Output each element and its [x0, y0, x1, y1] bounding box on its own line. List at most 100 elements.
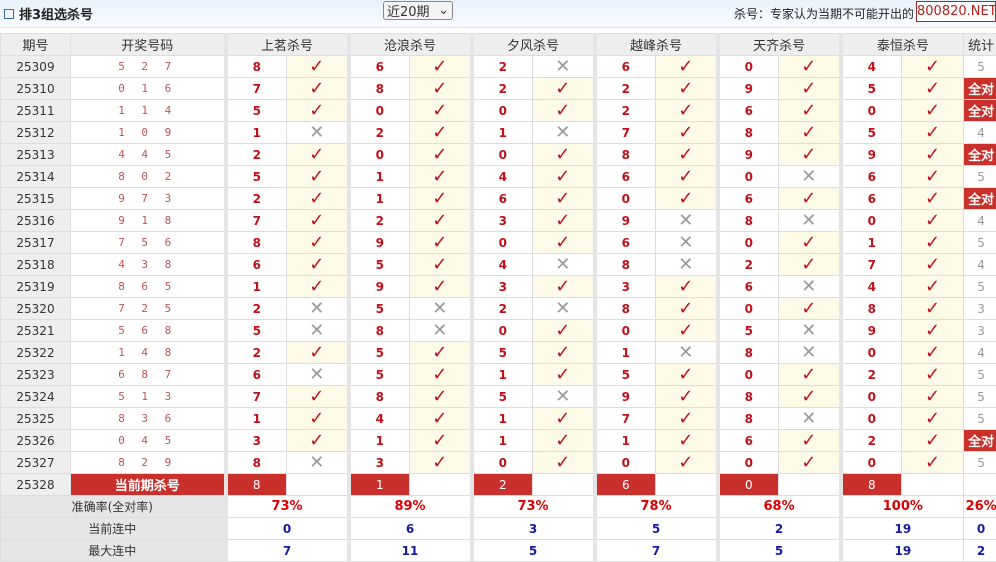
kill-number-cell: 0 — [472, 100, 533, 122]
empty-cell — [410, 474, 472, 496]
kill-number-cell: 2 — [226, 188, 287, 210]
draw-number-cell: 4 4 5 — [71, 144, 226, 166]
kill-number-cell: 2 — [226, 298, 287, 320]
kill-number-cell: 1 — [226, 408, 287, 430]
draw-number-cell: 4 3 8 — [71, 254, 226, 276]
empty-cell — [287, 474, 349, 496]
period-cell: 25309 — [1, 56, 71, 78]
check-icon: ✓ — [902, 210, 964, 232]
header-expert: 上茗杀号 — [226, 34, 349, 56]
kill-number-cell: 6 — [472, 188, 533, 210]
kill-number-cell: 0 — [718, 166, 779, 188]
kill-number-cell: 3 — [472, 210, 533, 232]
cross-icon: ✕ — [779, 408, 841, 430]
kill-number-cell: 0 — [349, 144, 410, 166]
draw-number-cell: 8 0 2 — [71, 166, 226, 188]
kill-number-cell: 8 — [226, 232, 287, 254]
cross-icon: ✕ — [779, 210, 841, 232]
table-header: 期号开奖号码上茗杀号沧浪杀号夕风杀号越峰杀号天齐杀号泰恒杀号统计 — [1, 34, 996, 56]
draw-number-cell: 8 6 5 — [71, 276, 226, 298]
check-icon: ✓ — [410, 342, 472, 364]
check-icon: ✓ — [779, 56, 841, 78]
kill-number-cell: 8 — [718, 210, 779, 232]
check-icon: ✓ — [902, 188, 964, 210]
check-icon: ✓ — [410, 144, 472, 166]
period-cell: 25316 — [1, 210, 71, 232]
period-cell: 25319 — [1, 276, 71, 298]
check-icon: ✓ — [410, 188, 472, 210]
check-icon: ✓ — [902, 100, 964, 122]
check-icon: ✓ — [287, 78, 349, 100]
check-icon: ✓ — [656, 78, 718, 100]
summary-value: 11 — [349, 540, 472, 562]
check-icon: ✓ — [656, 452, 718, 474]
stat-cell: 全对 — [964, 78, 996, 100]
stat-cell: 4 — [964, 210, 996, 232]
current-kill-label: 当前期杀号 — [71, 474, 226, 496]
check-icon: ✓ — [287, 276, 349, 298]
check-icon: ✓ — [410, 364, 472, 386]
current-kill-number: 8 — [226, 474, 287, 496]
kill-number-cell: 3 — [226, 430, 287, 452]
kill-number-cell: 2 — [472, 298, 533, 320]
check-icon: ✓ — [779, 188, 841, 210]
kill-number-cell: 7 — [226, 210, 287, 232]
check-icon: ✓ — [410, 210, 472, 232]
stat-cell: 5 — [964, 452, 996, 474]
period-cell: 25323 — [1, 364, 71, 386]
check-icon: ✓ — [533, 210, 595, 232]
kill-number-cell: 1 — [349, 430, 410, 452]
kill-number-cell: 0 — [841, 408, 902, 430]
summary-value: 19 — [841, 540, 964, 562]
check-icon: ✓ — [779, 122, 841, 144]
stat-cell: 5 — [964, 166, 996, 188]
cross-icon: ✕ — [779, 342, 841, 364]
cross-icon: ✕ — [287, 364, 349, 386]
title-text: 排3组选杀号 — [19, 4, 93, 23]
header-expert: 沧浪杀号 — [349, 34, 472, 56]
header-expert: 泰恒杀号 — [841, 34, 964, 56]
kill-number-cell: 1 — [226, 276, 287, 298]
check-icon: ✓ — [410, 56, 472, 78]
period-cell: 25311 — [1, 100, 71, 122]
stat-cell: 4 — [964, 342, 996, 364]
kill-number-cell: 0 — [595, 452, 656, 474]
kill-number-cell: 8 — [718, 408, 779, 430]
period-cell: 25324 — [1, 386, 71, 408]
check-icon: ✓ — [779, 78, 841, 100]
check-icon: ✓ — [779, 232, 841, 254]
check-icon: ✓ — [287, 100, 349, 122]
check-icon: ✓ — [656, 298, 718, 320]
cross-icon: ✕ — [779, 276, 841, 298]
kill-number-cell: 0 — [472, 144, 533, 166]
check-icon: ✓ — [287, 342, 349, 364]
kill-number-cell: 8 — [595, 298, 656, 320]
check-icon: ✓ — [533, 78, 595, 100]
kill-number-cell: 0 — [841, 386, 902, 408]
draw-number-cell: 8 3 6 — [71, 408, 226, 430]
kill-number-cell: 6 — [349, 56, 410, 78]
draw-number-cell: 0 1 6 — [71, 78, 226, 100]
site-logo: 800820.NET — [916, 1, 996, 22]
kill-number-cell: 2 — [226, 144, 287, 166]
check-icon: ✓ — [533, 276, 595, 298]
kill-number-cell: 7 — [226, 386, 287, 408]
check-icon: ✓ — [779, 430, 841, 452]
empty-cell — [964, 474, 996, 496]
kill-number-cell: 0 — [841, 452, 902, 474]
check-icon: ✓ — [410, 452, 472, 474]
summary-value: 5 — [718, 540, 841, 562]
check-icon: ✓ — [656, 430, 718, 452]
summary-stat: 0 — [964, 518, 996, 540]
summary-value: 2 — [718, 518, 841, 540]
kill-number-cell: 0 — [595, 188, 656, 210]
period-range-select[interactable]: 近20期⌄ — [383, 1, 453, 20]
kill-number-cell: 5 — [226, 320, 287, 342]
current-kill-number: 2 — [472, 474, 533, 496]
kill-number-cell: 6 — [226, 254, 287, 276]
